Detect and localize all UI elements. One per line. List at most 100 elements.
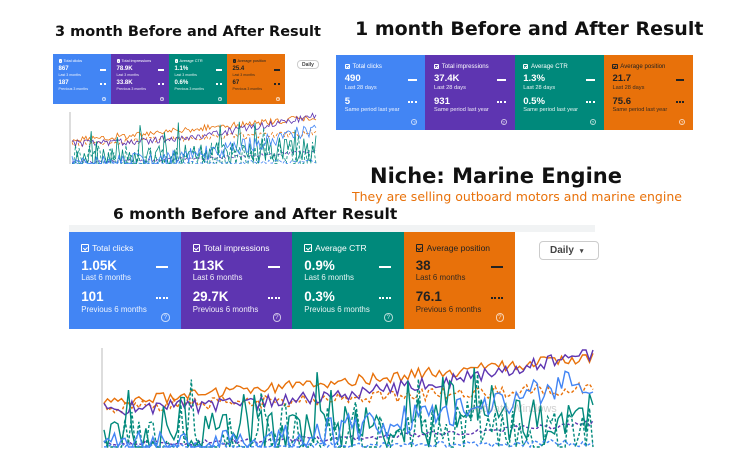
header-strip xyxy=(69,225,595,232)
checkbox-icon[interactable] xyxy=(523,63,529,69)
checkbox-icon[interactable] xyxy=(344,63,350,69)
metric-prev-period: Same period last year xyxy=(523,107,579,114)
checkbox-icon[interactable] xyxy=(192,244,200,252)
impressions-previous-line xyxy=(71,150,317,164)
metric-prev-period: Previous 6 months xyxy=(415,305,482,315)
three-month-title: 3 month Before and After Result xyxy=(55,24,321,40)
position-current-line xyxy=(71,115,317,143)
metric-period: Last 3 months xyxy=(116,72,139,77)
solid-line-legend-icon xyxy=(497,79,506,82)
metric-prev-period: Same period last year xyxy=(344,107,400,114)
checkbox-icon[interactable] xyxy=(232,59,236,63)
solid-line-legend-icon xyxy=(379,266,392,269)
help-icon[interactable]: ? xyxy=(384,313,393,322)
metric-card-position[interactable]: Average position 38 Last 6 months 76.1 P… xyxy=(403,232,515,329)
dashed-line-legend-icon xyxy=(100,83,106,86)
metric-prev-period: Same period last year xyxy=(433,107,489,114)
metric-prev-value: 5 xyxy=(344,95,351,107)
metric-period: Last 6 months xyxy=(304,273,354,283)
clicks-previous-line xyxy=(71,159,317,164)
solid-line-legend-icon xyxy=(156,266,169,269)
daily-dropdown[interactable]: Daily xyxy=(297,60,319,69)
help-icon[interactable]: ? xyxy=(160,96,165,101)
ctr-current-line xyxy=(72,121,317,164)
metric-period: Last 28 days xyxy=(612,84,645,91)
help-icon[interactable]: ? xyxy=(679,118,686,125)
metric-prev-value: 29.7K xyxy=(192,289,229,305)
metric-prev-value: 33.8K xyxy=(116,79,133,86)
watermark: Activate Windows xyxy=(470,403,557,415)
help-icon[interactable]: ? xyxy=(218,96,223,101)
checkbox-icon[interactable] xyxy=(58,59,62,63)
metric-value: 21.7 xyxy=(612,73,632,85)
metric-label: Average position xyxy=(237,58,267,63)
ctr-previous-line xyxy=(72,127,317,164)
metric-value: 25.4 xyxy=(232,65,245,72)
metric-prev-value: 75.6 xyxy=(612,95,632,107)
metric-value: 78.9K xyxy=(116,65,133,72)
metric-card-position[interactable]: Average position 21.7 Last 28 days 75.6 … xyxy=(603,55,693,130)
help-icon[interactable]: ? xyxy=(161,313,170,322)
metric-prev-value: 187 xyxy=(58,79,69,86)
metric-label: Total clicks xyxy=(63,58,83,63)
metric-card-impressions[interactable]: Total impressions 78.9K Last 3 months 33… xyxy=(111,54,169,104)
checkbox-icon[interactable] xyxy=(116,59,120,63)
metric-period: Last 3 months xyxy=(232,72,255,77)
metric-period: Last 6 months xyxy=(415,273,466,283)
checkbox-icon[interactable] xyxy=(81,244,89,252)
checkbox-icon[interactable] xyxy=(174,59,178,63)
niche-title: Niche: Marine Engine xyxy=(370,164,622,188)
metric-card-ctr[interactable]: Average CTR 1.1% Last 3 months 0.6% Prev… xyxy=(169,54,227,104)
checkbox-icon[interactable] xyxy=(612,63,618,69)
metric-label: Total clicks xyxy=(92,242,134,253)
solid-line-legend-icon xyxy=(267,266,280,269)
metric-prev-period: Previous 3 months xyxy=(232,87,263,91)
metric-period: Last 3 months xyxy=(174,72,197,77)
metric-prev-period: Previous 3 months xyxy=(174,87,205,91)
metric-value: 38 xyxy=(415,257,431,273)
clicks-current-line xyxy=(103,370,594,448)
metric-label: Average CTR xyxy=(531,62,568,70)
help-icon[interactable]: ? xyxy=(589,118,596,125)
metric-period: Last 6 months xyxy=(192,273,243,283)
six-month-chart xyxy=(101,348,594,448)
metric-label: Total clicks xyxy=(352,62,382,70)
checkbox-icon[interactable] xyxy=(304,244,312,252)
help-icon[interactable]: ? xyxy=(500,118,507,125)
help-icon[interactable]: ? xyxy=(411,118,418,125)
metric-period: Last 28 days xyxy=(523,84,556,91)
daily-dropdown[interactable]: Daily ▾ xyxy=(539,241,599,260)
metric-card-ctr[interactable]: Average CTR 0.9% Last 6 months 0.3% Prev… xyxy=(292,232,404,329)
metric-card-ctr[interactable]: Average CTR 1.3% Last 28 days 0.5% Same … xyxy=(514,55,604,130)
metric-prev-value: 101 xyxy=(81,289,104,305)
dashed-line-legend-icon xyxy=(407,101,417,104)
metric-prev-period: Previous 6 months xyxy=(81,305,147,315)
metric-card-position[interactable]: Average position 25.4 Last 3 months 67 P… xyxy=(227,54,285,104)
help-icon[interactable]: ? xyxy=(276,96,281,101)
metric-prev-period: Previous 3 months xyxy=(116,87,147,91)
solid-line-legend-icon xyxy=(586,79,596,82)
one-month-metrics: Total clicks 490 Last 28 days 5 Same per… xyxy=(336,55,693,130)
dashed-line-legend-icon xyxy=(490,296,503,299)
checkbox-icon[interactable] xyxy=(415,244,423,252)
solid-line-legend-icon xyxy=(675,79,685,82)
six-month-title: 6 month Before and After Result xyxy=(113,205,398,223)
solid-line-legend-icon xyxy=(216,69,222,72)
metric-prev-value: 0.3% xyxy=(304,289,335,305)
three-month-chart xyxy=(69,112,317,164)
clicks-previous-line xyxy=(103,438,594,448)
dashed-line-legend-icon xyxy=(586,101,596,104)
metric-card-impressions[interactable]: Total impressions 37.4K Last 28 days 931… xyxy=(425,55,515,130)
metric-card-clicks[interactable]: Total clicks 1.05K Last 6 months 101 Pre… xyxy=(69,232,181,329)
metric-card-clicks[interactable]: Total clicks 490 Last 28 days 5 Same per… xyxy=(336,55,426,130)
metric-card-clicks[interactable]: Total clicks 867 Last 3 months 187 Previ… xyxy=(53,54,111,104)
help-icon[interactable]: ? xyxy=(495,313,505,322)
metric-prev-value: 0.5% xyxy=(523,95,545,107)
help-icon[interactable]: ? xyxy=(272,313,282,322)
solid-line-legend-icon xyxy=(158,69,164,72)
help-icon[interactable]: ? xyxy=(102,96,107,101)
metric-prev-value: 76.1 xyxy=(415,289,442,305)
metric-label: Total impressions xyxy=(441,62,489,70)
metric-card-impressions[interactable]: Total impressions 113K Last 6 months 29.… xyxy=(180,232,292,329)
checkbox-icon[interactable] xyxy=(433,63,440,69)
